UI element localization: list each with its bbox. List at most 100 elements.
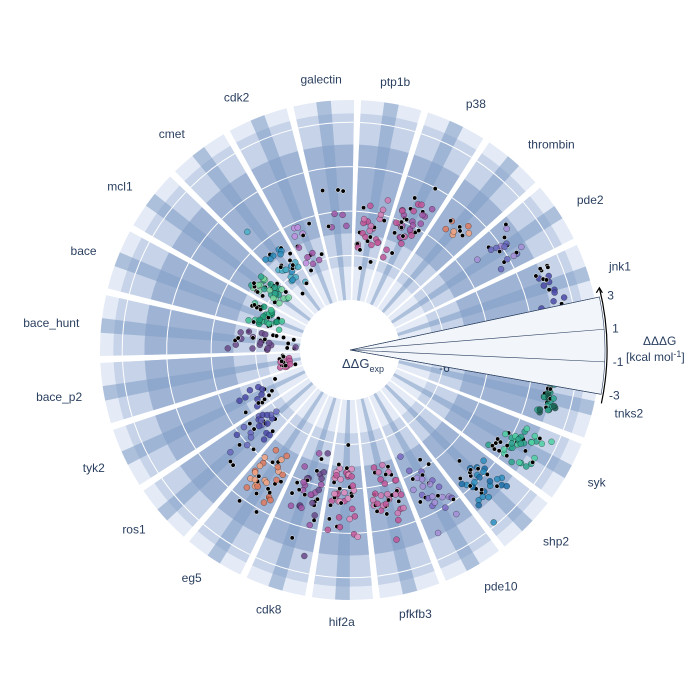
category-label-ros1: ros1 [122, 523, 146, 537]
point-cdk8 [294, 480, 300, 486]
grid-arc-tyk2 [217, 394, 234, 426]
point-bace_hunt [237, 329, 244, 336]
grid-arc-mcl1 [152, 191, 187, 237]
category-label-syk: syk [588, 475, 607, 489]
point-pde10 [418, 476, 426, 483]
point-shp2 [468, 467, 474, 473]
ddd-tick-line [349, 328, 605, 351]
point-eg5 [278, 456, 285, 463]
point-pde10 [410, 486, 417, 494]
point-tyk2 [243, 409, 249, 415]
grid-arc-tyk2 [175, 408, 197, 450]
point-shp2 [479, 487, 485, 493]
grid-arc-cdk2 [282, 215, 315, 229]
point-bace_p2 [286, 361, 294, 368]
point-shp2 [471, 478, 478, 486]
point-cdk8 [309, 499, 316, 507]
point-pfkfb3 [377, 492, 385, 499]
point-jnk1 [551, 289, 558, 296]
point-syk [516, 459, 523, 466]
grid-arc-galectin [328, 255, 352, 259]
point-jnk1 [550, 298, 557, 305]
point-hif2a [336, 523, 344, 531]
sector-stripe-pde10 [373, 392, 480, 571]
point-cdk8 [287, 502, 295, 509]
point-eg5 [260, 499, 268, 506]
point-bace_hunt [292, 344, 299, 351]
grid-arc-cmet [190, 153, 236, 188]
point-galectin [331, 210, 338, 218]
point-hif2a [341, 489, 348, 496]
point-tyk2 [246, 387, 254, 394]
ddd-tick-label: -1 [613, 355, 624, 369]
point-shp2 [485, 494, 492, 501]
point-hif2a [333, 472, 340, 479]
point-p38 [399, 207, 406, 215]
point-p38 [404, 217, 410, 223]
ddd-scale-title: ΔΔΔG [643, 334, 676, 348]
point-p38 [399, 219, 404, 225]
point-hif2a [324, 526, 332, 534]
point-bace_p2 [292, 361, 298, 367]
point-cdk8 [306, 521, 313, 529]
point-bace_hunt [224, 345, 231, 352]
point-pde10 [417, 499, 423, 505]
point-bace [256, 316, 263, 324]
point-pde2 [510, 252, 517, 260]
point-tnks2 [551, 402, 558, 410]
point-syk [491, 446, 497, 452]
point-jnk1 [544, 277, 549, 283]
point-bace [268, 306, 275, 314]
point-mcl1 [261, 285, 268, 293]
point-cdk2 [304, 254, 311, 261]
grid-arc-pfkfb3 [361, 437, 384, 445]
ddd-tick-label: 1 [612, 322, 619, 336]
point-ptp1b [357, 247, 363, 253]
point-jnk1 [546, 287, 552, 293]
point-syk [508, 440, 515, 447]
point-pde2 [474, 256, 481, 263]
point-shp2 [476, 474, 483, 481]
grid-arc-bace_hunt [210, 319, 215, 354]
ddd-tick-line [349, 296, 600, 351]
point-cdk8 [311, 517, 317, 523]
point-ros1 [258, 417, 265, 424]
point-galectin [326, 223, 332, 229]
point-cmet [262, 256, 269, 263]
point-cdk8 [320, 469, 328, 476]
ddd-tick-line [349, 349, 605, 363]
point-bace [245, 317, 252, 324]
point-cdk2 [291, 233, 298, 240]
category-label-bace: bace [71, 244, 97, 258]
point-cdk2 [306, 221, 312, 227]
category-label-pfkfb3: pfkfb3 [399, 607, 432, 621]
point-ros1 [273, 408, 280, 415]
point-bace_hunt [284, 345, 290, 351]
point-pde10 [410, 476, 416, 482]
grid-arc-hif2a [328, 486, 363, 490]
point-tnks2 [544, 390, 551, 397]
point-cdk8 [300, 479, 307, 486]
sector-stripe-eg5 [207, 391, 324, 564]
point-bace_hunt [281, 335, 287, 340]
point-cdk8 [314, 468, 320, 474]
grid-arc-bace_hunt [166, 309, 172, 355]
point-tyk2 [269, 388, 275, 394]
point-ros1 [256, 422, 263, 430]
category-label-tyk2: tyk2 [83, 461, 105, 475]
point-eg5 [256, 473, 262, 479]
point-mcl1 [257, 273, 265, 280]
ddd-tick-label: 3 [607, 288, 614, 302]
sector-stripe-galectin [316, 100, 347, 301]
grid-arc-ptp1b [356, 210, 390, 218]
point-tyk2 [262, 396, 268, 402]
grid-arc-eg5 [288, 421, 309, 436]
point-hif2a [345, 442, 351, 448]
point-cmet [295, 263, 302, 271]
point-hif2a [348, 473, 355, 480]
point-cdk2 [309, 260, 317, 267]
point-syk [508, 458, 515, 466]
grid-arc-hif2a [321, 530, 367, 534]
